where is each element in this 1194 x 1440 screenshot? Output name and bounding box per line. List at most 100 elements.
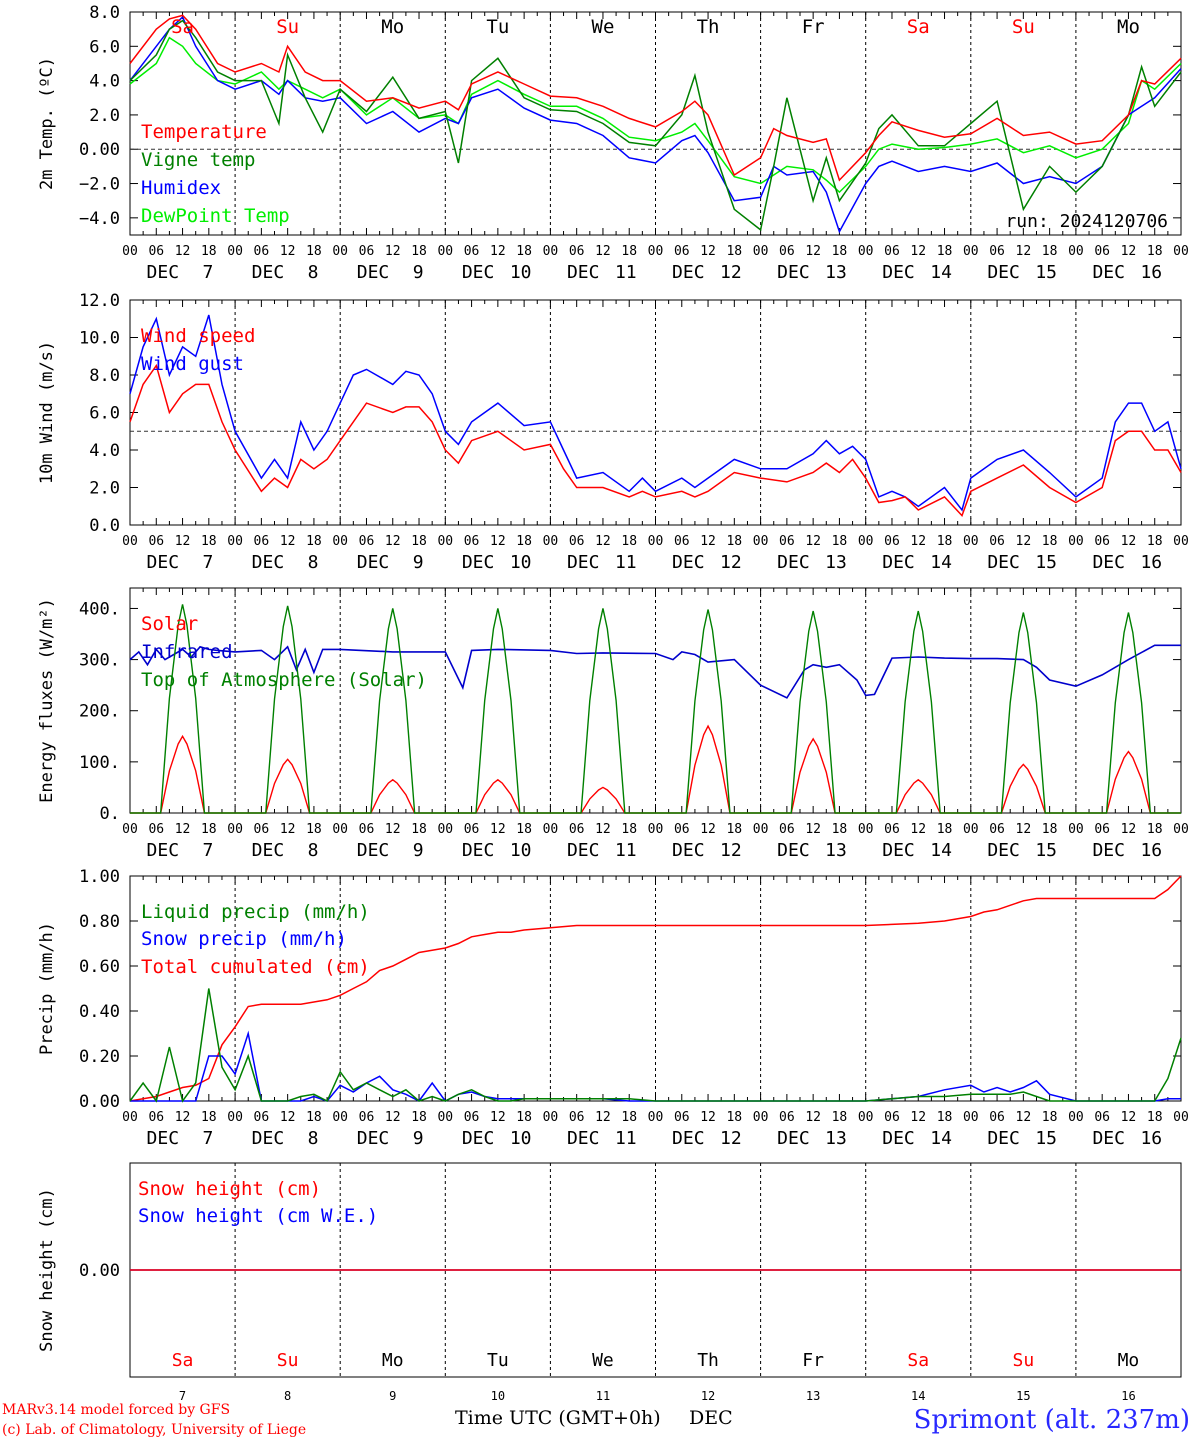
hour-label: 06 [148,244,164,259]
hour-label: 06 [674,1110,690,1125]
date-day-label: 12 [720,552,742,573]
day-number-bottom: 15 [1016,1389,1030,1403]
hour-label: 18 [1042,534,1058,549]
credit-line-1: MARv3.14 model forced by GFS [2,1402,230,1418]
weekday-label-top: We [592,16,615,38]
hour-label: 12 [175,534,191,549]
hour-label: 06 [254,534,270,549]
series-line [129,314,1182,512]
y-tick-label: −4.0 [79,209,120,229]
hour-label: 00 [648,534,664,549]
date-day-label: 8 [308,262,319,283]
legend-label: Snow height (cm) [138,1178,321,1200]
day-number-bottom: 7 [179,1389,186,1403]
series-line [130,1030,1181,1102]
hour-label: 00 [858,1110,874,1125]
y-tick-label: 0.0 [89,516,120,536]
hour-label: 06 [1094,1110,1110,1125]
hour-label: 06 [674,822,690,837]
date-month-label: DEC [357,1128,390,1149]
y-tick-label: 4.0 [89,441,120,461]
hour-label: 18 [1042,822,1058,837]
date-month-label: DEC [1092,1128,1125,1149]
legend-label: Vigne temp [141,149,255,171]
panel-5: 0.00 Snow height (cm) Snow height (cm) Snow… [37,1162,1182,1378]
series-line [129,19,1182,232]
date-day-label: 15 [1035,262,1057,283]
hour-label: 12 [490,822,506,837]
date-month-label: DEC [567,262,600,283]
hour-label: 18 [1042,1110,1058,1125]
weekday-label-bottom: Su [277,1350,299,1371]
hour-label: 06 [674,244,690,259]
hour-label: 12 [1121,244,1137,259]
weekday-label-top: Mo [1117,16,1140,38]
date-month-label: DEC [147,1128,180,1149]
hour-label: 00 [122,1110,138,1125]
hour-label: 12 [385,534,401,549]
date-month-label: DEC [987,840,1020,861]
hour-label: 06 [569,534,585,549]
y-tick-label: 8.0 [89,3,120,23]
hour-label: 12 [595,244,611,259]
panel-2: 12.0 10.0 8.0 6.0 4.0 2.0 0.0 10m Wind (m/s) 00 0… [37,291,1189,573]
date-day-label: 13 [825,262,847,283]
legend-label: Liquid precip (mm/h) [141,901,370,923]
hour-label: 18 [937,534,953,549]
hour-label: 00 [122,244,138,259]
date-month-label: DEC [357,552,390,573]
panel-3: 400. 300. 200. 100. 0. Energy fluxes (W/m²) 00… [37,587,1189,861]
y-axis-title: 2m Temp. (ºC) [37,57,57,190]
hour-label: 18 [201,822,217,837]
date-day-label: 8 [308,552,319,573]
date-month-label: DEC [882,840,915,861]
legend-label: Infrared [141,641,233,663]
hour-label: 00 [858,534,874,549]
hour-label: 12 [490,534,506,549]
hour-label: 12 [385,822,401,837]
hour-label: 00 [753,534,769,549]
hour-label: 06 [464,534,480,549]
hour-label: 00 [227,822,243,837]
hour-label: 12 [910,822,926,837]
y-tick-label: 0.00 [79,1261,120,1281]
hour-label: 00 [1173,244,1189,259]
hour-label: 12 [1016,244,1032,259]
hour-label: 06 [148,534,164,549]
hour-label: 00 [753,822,769,837]
hour-label: 18 [937,244,953,259]
weekday-label-bottom: Mo [1118,1350,1140,1371]
date-day-label: 9 [413,840,424,861]
panel-4: 1.00 0.80 0.60 0.40 0.20 0.00 Precip (mm/h) 00 0… [37,867,1189,1149]
hour-label: 00 [227,244,243,259]
hour-label: 12 [175,1110,191,1125]
weekday-label-top: Sa [907,16,930,38]
hour-label: 12 [805,1110,821,1125]
weekday-label-top: Su [1012,16,1035,38]
hour-label: 12 [490,244,506,259]
legend-label: Total cumulated (cm) [141,956,370,978]
date-month-label: DEC [672,1128,705,1149]
hour-label: 18 [621,1110,637,1125]
hour-label: 00 [332,822,348,837]
date-month-label: DEC [462,262,495,283]
hour-label: 18 [306,822,322,837]
hour-label: 06 [569,1110,585,1125]
date-day-label: 16 [1140,1128,1162,1149]
hour-label: 06 [569,822,585,837]
y-tick-label: 0. [100,804,120,824]
date-month-label: DEC [462,840,495,861]
date-month-label: DEC [567,552,600,573]
hour-label: 18 [726,822,742,837]
hour-label: 18 [621,244,637,259]
y-tick-label: 0.00 [79,140,120,160]
hour-label: 00 [543,1110,559,1125]
date-day-label: 13 [825,552,847,573]
date-day-label: 11 [615,1128,637,1149]
date-month-label: DEC [567,840,600,861]
hour-label: 06 [464,244,480,259]
hour-label: 12 [280,822,296,837]
hour-label: 12 [1016,1110,1032,1125]
date-day-label: 9 [413,262,424,283]
hour-label: 00 [963,1110,979,1125]
